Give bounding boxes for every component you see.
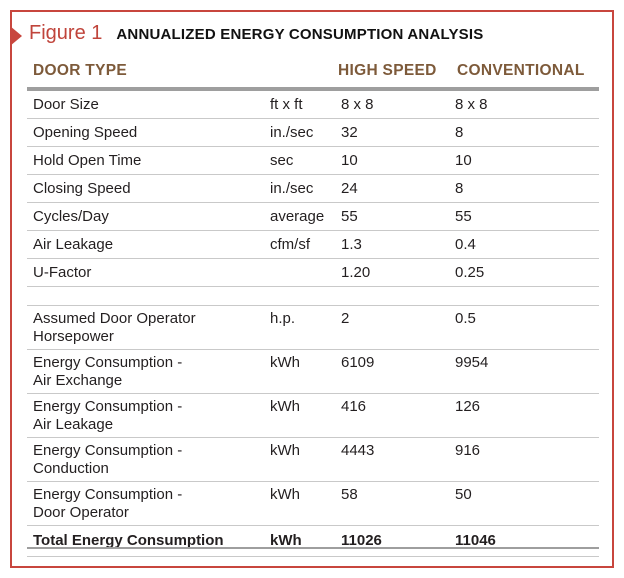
figure-label: Figure 1 <box>29 22 103 44</box>
energy-table: Door Size ft x ft 8 x 8 8 x 8 Opening Sp… <box>27 91 599 557</box>
row-conventional: 0.4 <box>449 230 599 259</box>
row-unit: kWh <box>264 349 335 394</box>
row-high-speed: 416 <box>335 393 449 438</box>
row-conventional: 126 <box>449 393 599 438</box>
row-label-line1: Energy Consumption - <box>33 398 183 415</box>
row-high-speed: 10 <box>335 146 449 175</box>
row-label: Door Size <box>27 91 264 119</box>
row-conventional: 9954 <box>449 349 599 394</box>
row-unit: kWh <box>264 393 335 438</box>
row-conventional: 8 <box>449 174 599 203</box>
row-high-speed: 32 <box>335 118 449 147</box>
row-unit: in./sec <box>264 174 335 203</box>
total-conventional: 11046 <box>449 525 599 557</box>
row-label: Assumed Door Operator Horsepower <box>27 305 264 350</box>
table-row: Air Leakage cfm/sf 1.3 0.4 <box>27 230 599 259</box>
spacer-cell <box>335 286 449 306</box>
row-high-speed: 1.3 <box>335 230 449 259</box>
column-header-conventional: CONVENTIONAL <box>457 62 585 79</box>
row-conventional: 55 <box>449 202 599 231</box>
table-row: Closing Speed in./sec 24 8 <box>27 174 599 203</box>
column-header-high-speed: HIGH SPEED <box>338 62 437 79</box>
row-conventional: 50 <box>449 481 599 526</box>
spacer-cell <box>27 286 264 306</box>
table-row: Energy Consumption - Air Leakage kWh 416 … <box>27 393 599 438</box>
figure-header: Figure 1 ANNUALIZED ENERGY CONSUMPTION A… <box>29 22 483 52</box>
row-label: U-Factor <box>27 258 264 287</box>
row-unit: in./sec <box>264 118 335 147</box>
row-unit: average <box>264 202 335 231</box>
row-label: Energy Consumption - Air Leakage <box>27 393 264 438</box>
row-unit: kWh <box>264 481 335 526</box>
row-high-speed: 2 <box>335 305 449 350</box>
row-conventional: 916 <box>449 437 599 482</box>
row-label: Closing Speed <box>27 174 264 203</box>
figure-title: ANNUALIZED ENERGY CONSUMPTION ANALYSIS <box>116 26 484 43</box>
row-high-speed: 58 <box>335 481 449 526</box>
column-header-door-type: DOOR TYPE <box>33 62 127 79</box>
row-label: Energy Consumption - Door Operator <box>27 481 264 526</box>
row-conventional: 0.5 <box>449 305 599 350</box>
row-unit: cfm/sf <box>264 230 335 259</box>
row-unit: kWh <box>264 437 335 482</box>
row-high-speed: 1.20 <box>335 258 449 287</box>
spacer-cell <box>264 286 335 306</box>
table-row: Energy Consumption - Air Exchange kWh 610… <box>27 349 599 394</box>
row-label-line1: Energy Consumption - <box>33 486 183 503</box>
row-unit: ft x ft <box>264 91 335 119</box>
row-label-line2: Horsepower <box>33 328 114 345</box>
table-row: Assumed Door Operator Horsepower h.p. 2 0… <box>27 305 599 350</box>
table-row: Opening Speed in./sec 32 8 <box>27 118 599 147</box>
row-high-speed: 8 x 8 <box>335 91 449 119</box>
table-row: Hold Open Time sec 10 10 <box>27 146 599 175</box>
table-row: Energy Consumption - Conduction kWh 4443 … <box>27 437 599 482</box>
table-row: Door Size ft x ft 8 x 8 8 x 8 <box>27 91 599 119</box>
row-label-line1: Energy Consumption - <box>33 442 183 459</box>
spacer-cell <box>449 286 599 306</box>
row-label-line2: Door Operator <box>33 504 129 521</box>
table-row: U-Factor 1.20 0.25 <box>27 258 599 287</box>
total-row: Total Energy Consumption kWh 11026 11046 <box>27 525 599 557</box>
row-label: Opening Speed <box>27 118 264 147</box>
row-label-line2: Air Exchange <box>33 372 123 389</box>
row-label: Hold Open Time <box>27 146 264 175</box>
header-rule <box>27 87 599 91</box>
row-label-line1: Energy Consumption - <box>33 354 183 371</box>
total-unit: kWh <box>264 525 335 557</box>
row-label: Air Leakage <box>27 230 264 259</box>
arrow-marker-icon <box>10 26 22 46</box>
row-high-speed: 55 <box>335 202 449 231</box>
spacer-row <box>27 286 599 306</box>
total-label: Total Energy Consumption <box>27 525 264 557</box>
row-high-speed: 4443 <box>335 437 449 482</box>
row-conventional: 10 <box>449 146 599 175</box>
row-label-line1: Assumed Door Operator <box>33 310 196 327</box>
row-unit: sec <box>264 146 335 175</box>
row-conventional: 8 <box>449 118 599 147</box>
row-label: Energy Consumption - Air Exchange <box>27 349 264 394</box>
row-conventional: 0.25 <box>449 258 599 287</box>
row-unit: h.p. <box>264 305 335 350</box>
row-label-line2: Air Leakage <box>33 416 114 433</box>
row-label: Cycles/Day <box>27 202 264 231</box>
table-row: Energy Consumption - Door Operator kWh 58… <box>27 481 599 526</box>
bottom-rule <box>27 547 599 549</box>
row-high-speed: 6109 <box>335 349 449 394</box>
row-conventional: 8 x 8 <box>449 91 599 119</box>
row-label: Energy Consumption - Conduction <box>27 437 264 482</box>
row-high-speed: 24 <box>335 174 449 203</box>
row-label-line2: Conduction <box>33 460 109 477</box>
total-high-speed: 11026 <box>335 525 449 557</box>
table-row: Cycles/Day average 55 55 <box>27 202 599 231</box>
row-unit <box>264 258 335 287</box>
